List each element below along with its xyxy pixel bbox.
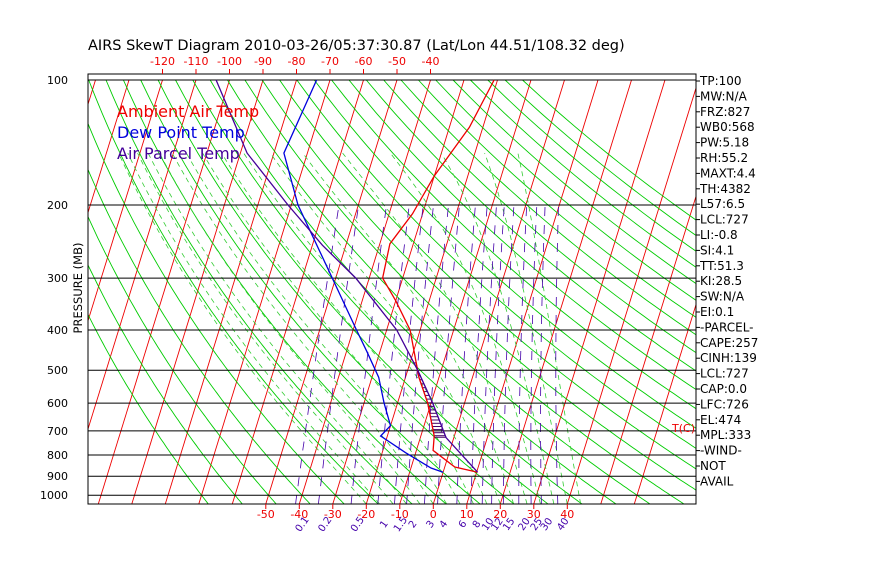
dry-adiabat-line [384,80,870,504]
bottom-tick-label: -50 [257,508,275,521]
legend-air-parcel-temp: Air Parcel Temp [117,144,240,163]
stat-label: CINH:139 [700,351,757,365]
top-tick-label: -70 [321,55,339,68]
stat-label: SW:N/A [700,290,745,304]
mixing-ratio-line [438,205,460,504]
stat-label: LFC:726 [700,397,749,411]
stat-label: EL:474 [700,413,741,427]
stat-label: CAP:0.0 [700,382,747,396]
chart-title: AIRS SkewT Diagram 2010-03-26/05:37:30.8… [88,38,625,54]
stat-label: MW:N/A [700,89,748,103]
moist-adiabat-line [390,153,540,504]
bottom-tick-label: 0 [430,508,437,521]
pressure-tick-label: 400 [47,324,68,337]
legend-dew-point-temp: Dew Point Temp [117,123,245,142]
top-tick-label: -60 [355,55,373,68]
stat-label: WB0:568 [700,120,755,134]
y-axis-label: PRESSURE (MB) [71,243,85,334]
stat-label: FRZ:827 [700,105,750,119]
mixing-ratio-line [541,205,546,504]
pressure-tick-label: 900 [47,470,68,483]
stat-label: TT:51.3 [699,259,744,273]
isotherm-line [0,80,62,504]
stat-label: TP:100 [699,74,742,88]
mixing-ratio-label: 30 [539,516,555,533]
pressure-tick-label: 700 [47,425,68,438]
moist-adiabat-line [128,153,380,504]
stat-label: PW:5.18 [700,136,749,150]
sounding-series [216,80,494,472]
stat-label: MPL:333 [700,428,751,442]
bottom-tick-label: 10 [460,508,474,521]
stat-label: SI:4.1 [700,243,734,257]
stat-label: MAXT:4.4 [700,166,756,180]
pressure-tick-label: 100 [47,74,68,87]
stat-label: L57:6.5 [700,197,745,211]
moist-adiabat-line [119,153,367,504]
pressure-tick-label: 800 [47,449,68,462]
stat-label: LI:-0.8 [700,228,738,242]
moist-adiabat-line [148,153,406,504]
stat-label: -WIND- [700,444,742,458]
isotherm-line [0,80,129,504]
stat-label: RH:55.2 [700,151,748,165]
top-tick-label: -90 [254,55,272,68]
stat-label: -PARCEL- [700,320,754,334]
top-tick-label: -100 [217,55,242,68]
moist-adiabat-line [172,153,433,504]
mixing-ratio-label: 2 [407,519,420,531]
stat-label: KI:28.5 [700,274,742,288]
dry-adiabat-line [505,80,870,504]
pressure-tick-label: 600 [47,397,68,410]
mixing-ratio-label: 1 [378,519,391,531]
top-tick-label: -80 [288,55,306,68]
mixing-ratio-label: 4 [438,519,451,531]
stat-label: LCL:727 [700,213,749,227]
top-tick-label: -120 [150,55,175,68]
stat-label: NOT [700,459,726,473]
dry-adiabat-line [453,80,870,504]
dry-adiabat-line [401,80,870,504]
moist-adiabat-line [270,153,500,504]
stat-label: LCL:727 [700,367,749,381]
pressure-tick-label: 300 [47,272,68,285]
stat-label: CAPE:257 [700,336,758,350]
isotherm-line [366,80,497,504]
top-tick-label: -40 [422,55,440,68]
temperature-axis-label: T(C) [671,422,695,435]
top-tick-label: -50 [388,55,406,68]
dry-adiabat-line [332,80,854,504]
stat-label: TH:4382 [699,182,751,196]
moist-adiabat-line [138,153,394,504]
pressure-tick-label: 200 [47,199,68,212]
mixing-ratio-line [531,205,537,504]
stat-label: AVAIL [700,474,734,488]
legend: Ambient Air Temp Dew Point Temp Air Parc… [117,102,259,163]
isotherm-line [534,80,665,504]
pressure-tick-label: 1000 [40,489,68,502]
dry-adiabat-line [280,80,752,504]
pressure-tick-label: 500 [47,364,68,377]
dry-adiabat-line [349,80,870,504]
stat-label: EI:0.1 [700,305,734,319]
top-tick-label: -110 [184,55,209,68]
isotherm-line [467,80,598,504]
legend-ambient-air-temp: Ambient Air Temp [117,102,259,121]
mixing-ratio-line [318,205,358,504]
mixing-ratio-line [407,205,434,504]
